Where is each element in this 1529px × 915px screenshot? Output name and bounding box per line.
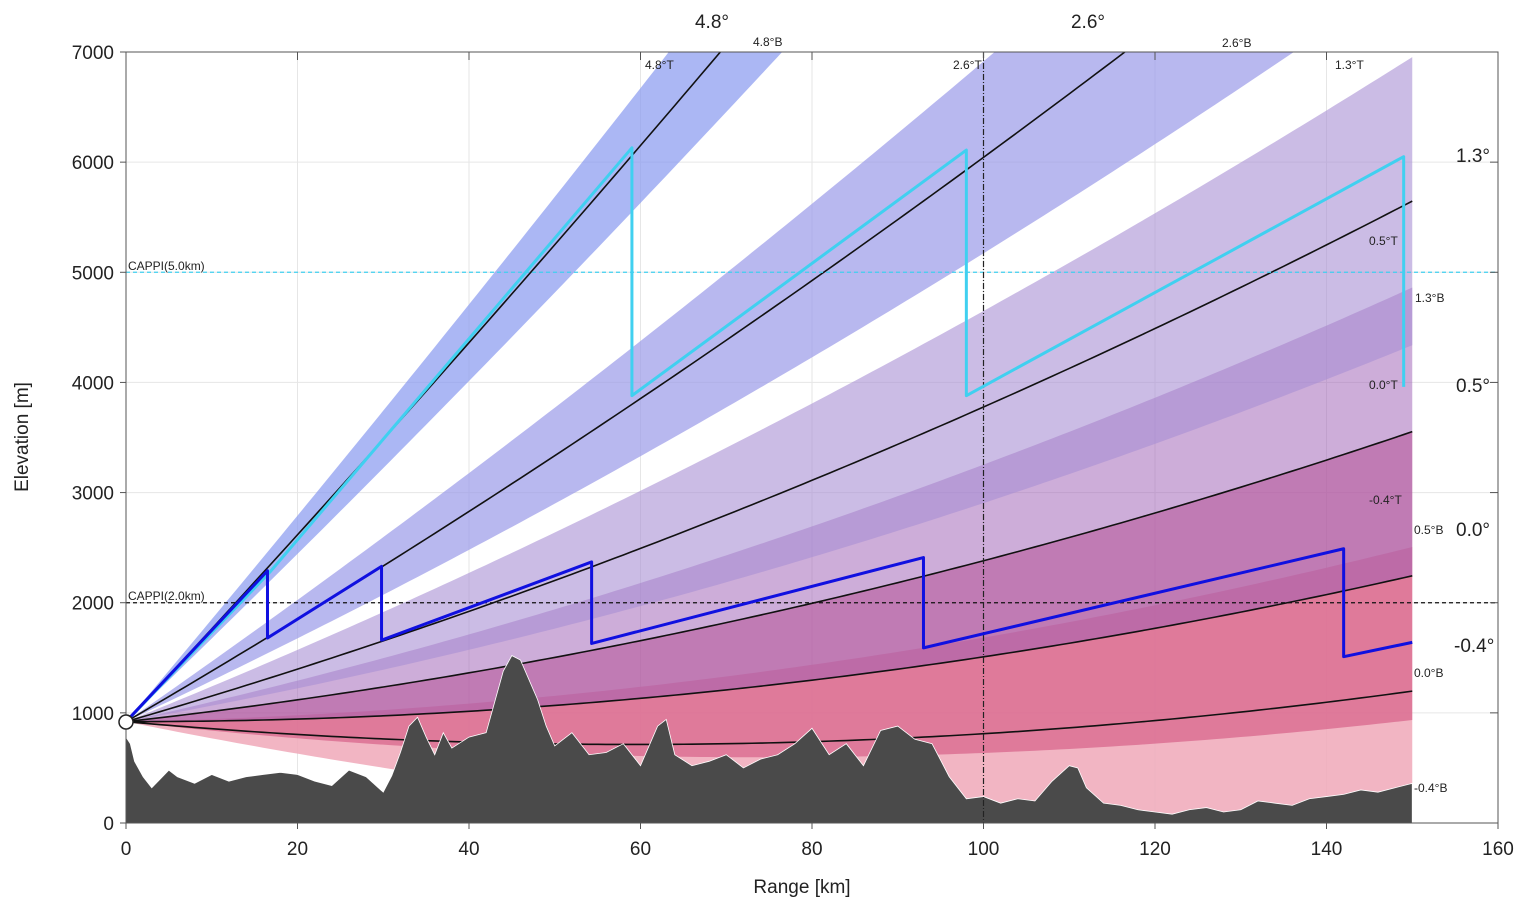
- y-tick-label: 7000: [72, 43, 114, 64]
- beam-band: [126, 52, 783, 722]
- beam-label-2-6-top: 2.6°T: [953, 58, 982, 72]
- y-tick-label: 3000: [72, 484, 114, 505]
- cappi-5km-label: CAPPI(5.0km): [128, 259, 205, 273]
- angle-label-1-3: 1.3°: [1456, 146, 1490, 167]
- cappi-lines: [126, 52, 1498, 823]
- angle-label-4-8: 4.8°: [695, 12, 729, 33]
- x-tick-label: 120: [1139, 839, 1171, 860]
- beam-label-4-8-bottom: 4.8°B: [753, 35, 782, 49]
- y-tick-label: 6000: [72, 153, 114, 174]
- beam-label-0-5-top: 0.5°T: [1369, 234, 1398, 248]
- y-tick-label: 5000: [72, 263, 114, 284]
- cappi-paths: [126, 146, 1413, 723]
- terrain-profile: [126, 655, 1413, 823]
- angle-label-2-6: 2.6°: [1071, 12, 1105, 33]
- y-tick-label: 0: [103, 814, 114, 835]
- beam-band: [126, 57, 1413, 722]
- beam-centerline: [126, 575, 1413, 723]
- x-tick-label: 100: [968, 839, 1000, 860]
- beam-label-4-8-top: 4.8°T: [645, 58, 674, 72]
- beam-label-1-3-bottom: 1.3°B: [1415, 291, 1444, 305]
- beam-label-0-0-top: 0.0°T: [1369, 378, 1398, 392]
- angle-label-0-5: 0.5°: [1456, 376, 1490, 397]
- y-tick-label: 1000: [72, 704, 114, 725]
- radar-site-marker: [118, 714, 134, 730]
- beam-centerline: [126, 690, 1413, 746]
- beam-label-m0-4-top: -0.4°T: [1369, 493, 1402, 507]
- axis-ticks: 0 20 40 60 80 100 120 140 160 0 1000 2000 3000 4000 50…: [72, 43, 1514, 860]
- x-tick-label: 0: [121, 839, 132, 860]
- terrain: [126, 655, 1413, 823]
- x-axis-title: Range [km]: [753, 877, 850, 898]
- x-tick-label: 40: [458, 839, 479, 860]
- y-tick-label: 2000: [72, 594, 114, 615]
- cappi-2km-path: [126, 547, 1413, 723]
- beam-band: [126, 287, 1413, 722]
- cappi-2km-label: CAPPI(2.0km): [128, 589, 205, 603]
- beam-centerline: [126, 200, 1413, 723]
- beam-band: [126, 431, 1413, 758]
- x-tick-label: 160: [1482, 839, 1514, 860]
- x-tick-label: 140: [1311, 839, 1343, 860]
- angle-label-m0-4: -0.4°: [1454, 636, 1494, 657]
- x-tick-label: 80: [801, 839, 822, 860]
- beam-label-1-3-top: 1.3°T: [1335, 58, 1364, 72]
- x-tick-label: 60: [630, 839, 651, 860]
- beam-centerline: [126, 430, 1413, 723]
- y-axis-title: Elevation [m]: [12, 382, 33, 492]
- beam-label-0-0-bottom: 0.0°B: [1414, 666, 1443, 680]
- beam-label-0-5-bottom: 0.5°B: [1414, 523, 1443, 537]
- beam-label-m0-4-bottom: -0.4°B: [1414, 781, 1447, 795]
- beam-label-2-6-bottom: 2.6°B: [1222, 36, 1251, 50]
- y-tick-label: 4000: [72, 373, 114, 394]
- x-tick-label: 20: [287, 839, 308, 860]
- cappi-5km-path: [126, 146, 1406, 723]
- beam-band: [126, 52, 1294, 722]
- angle-label-0-0: 0.0°: [1456, 520, 1490, 541]
